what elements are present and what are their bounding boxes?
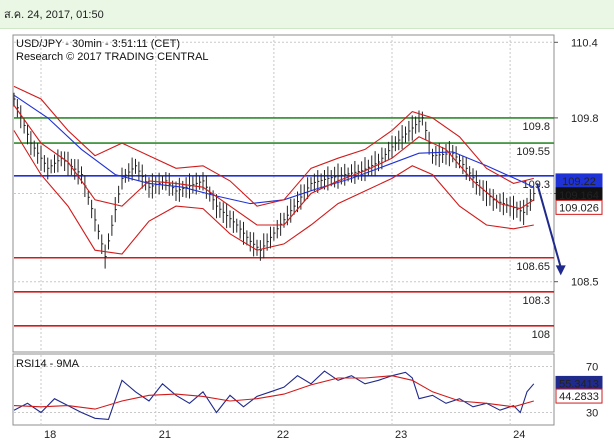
x-tick-label: 22 bbox=[277, 429, 289, 441]
price-badge bbox=[555, 199, 603, 215]
level-label: 108.65 bbox=[516, 261, 550, 273]
rsi-badge bbox=[555, 388, 603, 404]
rsi-y-tick-label: 70 bbox=[586, 362, 598, 374]
datestamp: ส.ค. 24, 2017, 01:50 bbox=[4, 9, 104, 21]
y-tick-label: 110.4 bbox=[571, 37, 598, 49]
y-tick-label: 108.5 bbox=[571, 277, 599, 289]
chart-subtitle: Research © 2017 TRADING CENTRAL bbox=[16, 51, 209, 63]
bollinger-band-line bbox=[13, 130, 534, 255]
rsi-badge-label: 44.2833 bbox=[559, 391, 599, 403]
level-label: 108 bbox=[532, 329, 550, 341]
forecast-arrow-shaft bbox=[536, 183, 562, 268]
level-label: 109.8 bbox=[522, 121, 550, 133]
x-tick-label: 23 bbox=[395, 429, 407, 441]
rsi-line bbox=[13, 370, 535, 420]
x-tick-label: 21 bbox=[159, 429, 171, 441]
chart-title: USD/JPY - 30min - 3:51:11 (CET) bbox=[16, 38, 180, 50]
rsi-title: RSI14 - 9MA bbox=[16, 358, 80, 370]
rsi-panel-frame bbox=[12, 353, 555, 426]
price-badge-label: 109.164 bbox=[559, 190, 599, 202]
forecast-arrow-head bbox=[555, 265, 566, 276]
bollinger-band-line bbox=[13, 104, 535, 226]
x-tick-label: 18 bbox=[44, 429, 56, 441]
top-bar: ส.ค. 24, 2017, 01:50 bbox=[0, 0, 614, 29]
rsi-badge-label: 55.3413 bbox=[559, 378, 599, 390]
level-label: 109.3 bbox=[522, 179, 550, 191]
rsi-ma-line bbox=[13, 375, 534, 410]
x-tick-label: 24 bbox=[513, 429, 525, 441]
bollinger-band-line bbox=[13, 85, 534, 207]
level-label: 108.3 bbox=[522, 295, 550, 307]
price-badge-label: 109.026 bbox=[559, 202, 599, 214]
y-tick-label: 109.8 bbox=[571, 113, 599, 125]
level-label: 109.55 bbox=[516, 146, 550, 158]
price-badge-label: 109.22 bbox=[562, 176, 596, 188]
rsi-y-tick-label: 30 bbox=[586, 408, 598, 420]
